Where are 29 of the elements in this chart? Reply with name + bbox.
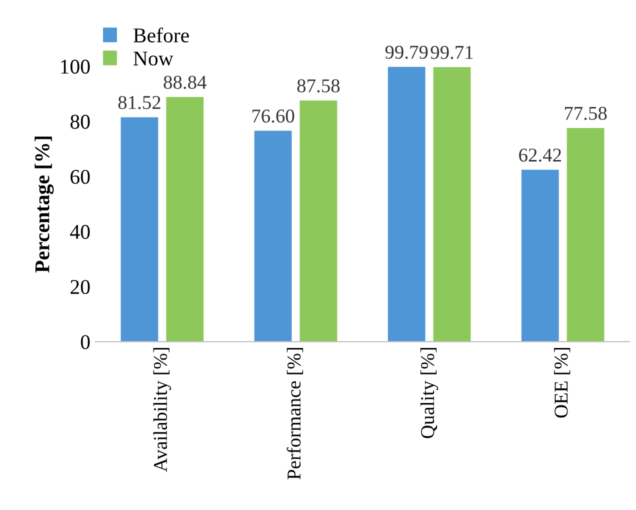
y-tick-label: 0 (80, 335, 90, 350)
y-tick-label: 80 (70, 114, 90, 129)
data-label: 76.60 (252, 110, 294, 123)
legend-label: Now (134, 52, 174, 66)
bar (521, 170, 559, 342)
y-axis-title: Percentage [%] (34, 136, 54, 273)
x-tick-label: Quality [%] (420, 348, 438, 438)
data-label: 99.79 (385, 46, 428, 59)
data-label: 88.84 (164, 76, 206, 90)
bar (300, 100, 338, 342)
data-label: 81.52 (118, 96, 160, 110)
x-tick-label: Performance [%] (286, 348, 304, 480)
y-tick-label: 60 (70, 170, 90, 184)
y-tick-label: 100 (61, 60, 90, 74)
bar (254, 130, 292, 342)
data-label: 99.71 (430, 46, 473, 60)
data-label: 62.42 (519, 148, 561, 162)
data-label: 77.58 (564, 106, 607, 120)
x-tick-label: Availability [%] (153, 348, 172, 472)
bar (566, 128, 604, 342)
y-tick-label: 20 (70, 280, 90, 294)
bar (120, 117, 158, 342)
bar (166, 97, 204, 342)
legend-label: Before (134, 28, 189, 42)
bar (388, 66, 426, 342)
x-tick-label: OEE [%] (554, 348, 570, 418)
y-tick-label: 40 (70, 224, 90, 239)
data-label: 87.58 (297, 79, 340, 92)
bar (433, 67, 471, 342)
